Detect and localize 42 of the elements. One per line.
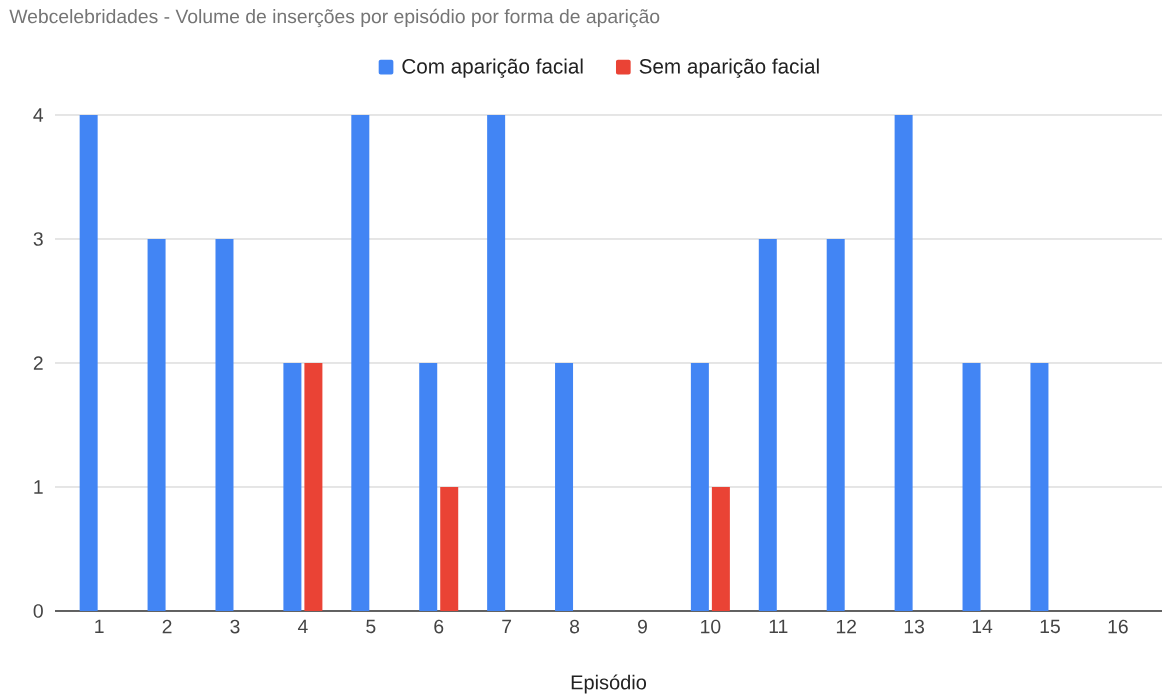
bar bbox=[758, 238, 777, 611]
x-tick-label: 15 bbox=[1040, 619, 1060, 634]
bar bbox=[962, 362, 981, 611]
x-tick-label: 7 bbox=[502, 619, 512, 633]
x-tick-label: 5 bbox=[366, 619, 376, 634]
bar bbox=[826, 238, 845, 611]
x-tick-label: 6 bbox=[434, 619, 444, 634]
y-tick-label: 3 bbox=[33, 232, 43, 246]
x-tick-label: 10 bbox=[701, 619, 721, 634]
bar bbox=[555, 362, 574, 611]
x-axis-title: Episódio bbox=[571, 674, 647, 694]
bar bbox=[215, 238, 234, 611]
bar bbox=[487, 114, 506, 611]
bar bbox=[711, 486, 730, 611]
bar bbox=[79, 114, 98, 611]
bar bbox=[351, 114, 370, 611]
x-tick-label: 4 bbox=[297, 619, 308, 633]
bar bbox=[304, 362, 323, 611]
legend-label: Com aparição facial bbox=[402, 58, 583, 78]
bar bbox=[894, 114, 913, 611]
bar bbox=[1030, 362, 1049, 611]
x-tick-label: 14 bbox=[972, 619, 993, 633]
x-tick-label: 11 bbox=[769, 619, 788, 633]
bar bbox=[283, 362, 302, 611]
x-tick-label: 1 bbox=[95, 619, 104, 633]
bar bbox=[419, 362, 438, 611]
y-tick-label: 1 bbox=[34, 480, 43, 494]
x-tick-label: 13 bbox=[904, 619, 925, 634]
x-tick-label: 16 bbox=[1108, 619, 1128, 634]
bar bbox=[147, 238, 166, 611]
x-tick-label: 12 bbox=[836, 619, 856, 634]
y-tick-label: 4 bbox=[33, 108, 44, 122]
y-tick-label: 2 bbox=[33, 356, 43, 370]
x-tick-label: 8 bbox=[570, 619, 580, 634]
legend-label: Sem aparição facial bbox=[639, 58, 819, 78]
chart-title: Webcelebridades - Volume de inserções por episódio por forma de aparição bbox=[9, 8, 660, 28]
x-tick-label: 3 bbox=[230, 619, 240, 634]
x-tick-label: 9 bbox=[637, 619, 647, 634]
bar bbox=[690, 362, 709, 611]
bar bbox=[440, 486, 459, 611]
y-tick-label: 0 bbox=[33, 604, 43, 618]
x-tick-label: 2 bbox=[162, 619, 172, 634]
